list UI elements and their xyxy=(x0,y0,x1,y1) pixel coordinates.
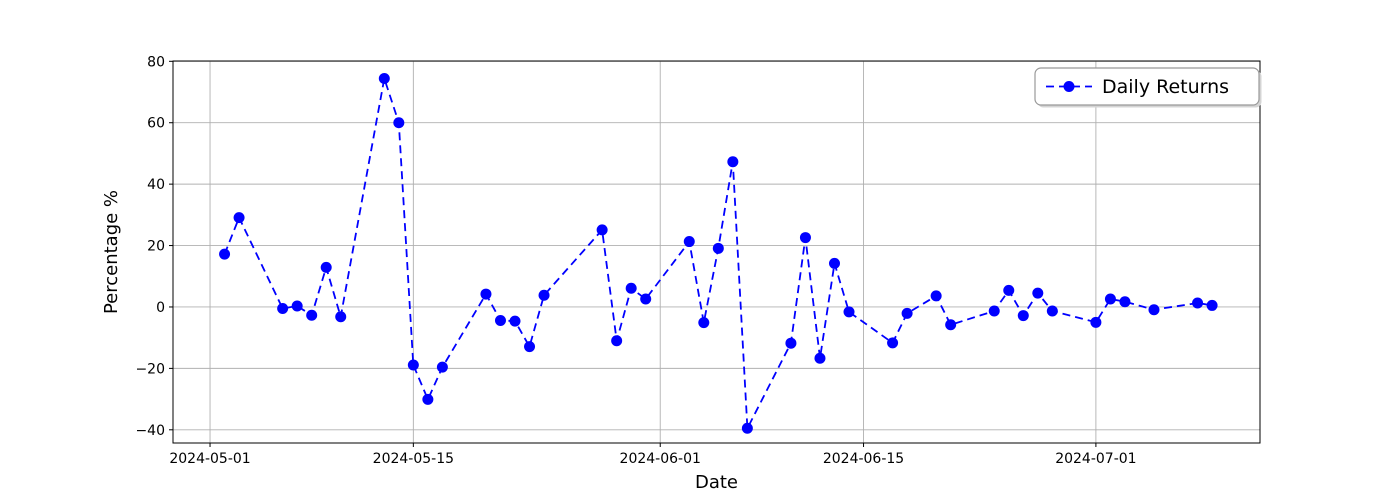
data-point-marker xyxy=(887,337,899,349)
data-point-marker xyxy=(785,337,797,349)
data-point-marker xyxy=(901,307,913,319)
data-point-marker xyxy=(945,319,957,331)
data-point-marker xyxy=(611,335,623,347)
data-point-marker xyxy=(828,257,840,269)
y-tick-label: 60 xyxy=(147,116,165,132)
data-point-marker xyxy=(1032,287,1044,299)
y-axis-label: Percentage % xyxy=(101,190,122,314)
data-point-marker xyxy=(422,393,434,405)
data-point-marker xyxy=(625,282,637,294)
y-tick-label: −20 xyxy=(135,361,165,377)
data-point-marker xyxy=(277,303,289,315)
plot-border xyxy=(172,60,1261,444)
y-tick-label: 80 xyxy=(147,54,165,70)
x-tick-label: 2024-05-15 xyxy=(373,451,454,467)
data-point-marker xyxy=(320,261,332,273)
x-tick-label: 2024-06-15 xyxy=(823,451,904,467)
data-point-marker xyxy=(378,73,390,85)
data-point-marker xyxy=(306,309,318,321)
data-point-marker xyxy=(335,311,347,323)
data-point-marker xyxy=(930,290,942,302)
data-point-marker xyxy=(233,212,245,224)
data-point-marker xyxy=(1104,293,1116,305)
data-point-marker xyxy=(1017,310,1029,322)
legend-box xyxy=(1034,67,1260,106)
y-tick-label: 40 xyxy=(147,177,165,193)
y-tick-label: 20 xyxy=(147,239,165,255)
y-tick-label: −40 xyxy=(135,423,165,439)
legend: Daily Returns xyxy=(1034,67,1262,108)
x-axis-label: Date xyxy=(695,472,738,493)
data-point-marker xyxy=(524,341,536,353)
data-point-marker xyxy=(393,117,405,129)
data-point-marker xyxy=(843,306,855,318)
data-point-marker xyxy=(436,361,448,373)
data-point-marker xyxy=(219,248,231,260)
x-tick-label: 2024-05-01 xyxy=(169,451,250,467)
data-point-marker xyxy=(683,236,695,248)
data-point-marker xyxy=(1192,297,1204,309)
data-point-marker xyxy=(814,352,826,364)
series-line xyxy=(223,77,1213,430)
y-tick-label: 0 xyxy=(156,300,165,316)
grid xyxy=(173,60,1260,443)
data-point-marker xyxy=(1206,299,1218,311)
data-point-marker xyxy=(407,359,419,371)
data-point-marker xyxy=(741,422,753,434)
x-tick-label: 2024-06-01 xyxy=(620,451,701,467)
data-point-marker xyxy=(509,315,521,327)
x-axis: 2024-05-01 2024-05-15 2024-06-01 2024-06-15… xyxy=(169,443,1137,467)
data-point-marker xyxy=(1090,316,1102,328)
data-point-marker xyxy=(1046,305,1058,317)
data-point-marker xyxy=(494,314,506,326)
data-point-marker xyxy=(291,300,303,312)
data-point-marker xyxy=(1003,284,1015,296)
x-tick-label: 2024-07-01 xyxy=(1055,451,1136,467)
legend-marker-icon xyxy=(1063,81,1075,92)
data-point-marker xyxy=(727,156,739,168)
y-axis: −40 −20 0 20 40 60 80 xyxy=(135,54,173,439)
data-point-marker xyxy=(480,288,492,300)
data-point-marker xyxy=(538,289,550,301)
data-point-marker xyxy=(988,305,1000,317)
legend-label: Daily Returns xyxy=(1102,76,1229,98)
series-markers xyxy=(219,73,1218,434)
data-point-marker xyxy=(1119,296,1131,308)
data-point-marker xyxy=(698,317,710,329)
data-point-marker xyxy=(640,293,652,305)
data-point-marker xyxy=(799,232,811,244)
data-point-marker xyxy=(596,224,608,236)
data-point-marker xyxy=(1148,304,1160,316)
data-point-marker xyxy=(712,242,724,254)
